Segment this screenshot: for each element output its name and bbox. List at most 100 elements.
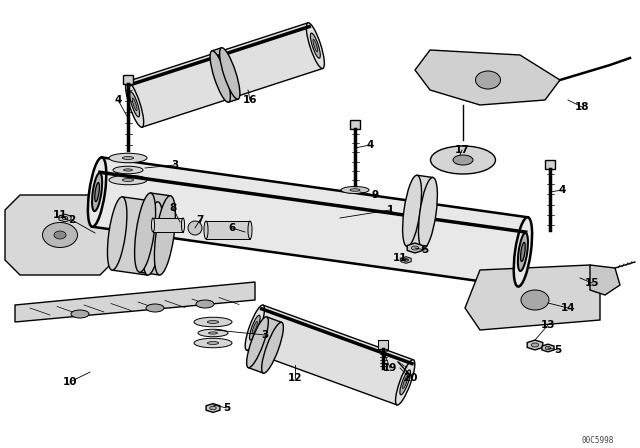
Polygon shape bbox=[206, 404, 220, 413]
Text: 10: 10 bbox=[63, 377, 77, 387]
Ellipse shape bbox=[194, 317, 232, 327]
Ellipse shape bbox=[207, 341, 219, 345]
Polygon shape bbox=[212, 48, 238, 102]
Text: 5: 5 bbox=[554, 345, 562, 355]
Ellipse shape bbox=[518, 233, 528, 271]
Text: 3: 3 bbox=[172, 160, 179, 170]
Ellipse shape bbox=[130, 92, 140, 117]
Text: 00C5998: 00C5998 bbox=[582, 435, 614, 444]
Ellipse shape bbox=[403, 376, 408, 388]
Ellipse shape bbox=[188, 221, 202, 235]
Ellipse shape bbox=[310, 33, 320, 58]
Ellipse shape bbox=[220, 47, 240, 99]
Ellipse shape bbox=[350, 189, 360, 191]
Text: 5: 5 bbox=[223, 403, 230, 413]
Polygon shape bbox=[127, 23, 323, 127]
Ellipse shape bbox=[71, 310, 89, 318]
Ellipse shape bbox=[124, 169, 132, 171]
Ellipse shape bbox=[514, 217, 532, 287]
Polygon shape bbox=[15, 282, 255, 322]
Polygon shape bbox=[407, 175, 433, 249]
Polygon shape bbox=[246, 305, 413, 405]
Polygon shape bbox=[527, 340, 543, 350]
Ellipse shape bbox=[396, 360, 415, 405]
Text: 2: 2 bbox=[68, 215, 76, 225]
Ellipse shape bbox=[122, 179, 134, 181]
Ellipse shape bbox=[113, 166, 143, 174]
Text: 8: 8 bbox=[170, 203, 177, 213]
Text: 15: 15 bbox=[585, 278, 599, 288]
Ellipse shape bbox=[545, 346, 551, 349]
Text: 13: 13 bbox=[541, 320, 556, 330]
Ellipse shape bbox=[204, 221, 208, 239]
Ellipse shape bbox=[181, 218, 184, 232]
Polygon shape bbox=[248, 317, 282, 373]
Text: 3: 3 bbox=[261, 330, 269, 340]
Ellipse shape bbox=[92, 173, 102, 211]
Polygon shape bbox=[112, 197, 158, 275]
Polygon shape bbox=[350, 120, 360, 129]
Ellipse shape bbox=[252, 321, 257, 334]
Ellipse shape bbox=[419, 177, 437, 249]
Ellipse shape bbox=[245, 305, 264, 350]
Ellipse shape bbox=[307, 23, 324, 69]
Ellipse shape bbox=[198, 329, 228, 337]
Polygon shape bbox=[153, 218, 183, 232]
Ellipse shape bbox=[122, 156, 134, 159]
Ellipse shape bbox=[95, 182, 99, 202]
Ellipse shape bbox=[54, 231, 66, 239]
Polygon shape bbox=[92, 157, 528, 287]
Polygon shape bbox=[542, 344, 554, 352]
Text: 4: 4 bbox=[115, 95, 122, 105]
Text: 6: 6 bbox=[228, 223, 236, 233]
Ellipse shape bbox=[134, 193, 156, 272]
Polygon shape bbox=[590, 265, 620, 295]
Ellipse shape bbox=[88, 157, 106, 227]
Polygon shape bbox=[5, 195, 115, 275]
Ellipse shape bbox=[403, 175, 422, 246]
Ellipse shape bbox=[125, 82, 143, 127]
Text: 19: 19 bbox=[383, 363, 397, 373]
Ellipse shape bbox=[431, 146, 495, 174]
Ellipse shape bbox=[146, 304, 164, 312]
Ellipse shape bbox=[109, 153, 147, 163]
Polygon shape bbox=[140, 193, 170, 275]
Text: 18: 18 bbox=[575, 102, 589, 112]
Ellipse shape bbox=[209, 332, 218, 334]
Ellipse shape bbox=[194, 338, 232, 348]
Ellipse shape bbox=[521, 290, 549, 310]
Ellipse shape bbox=[404, 258, 408, 261]
Text: 14: 14 bbox=[561, 303, 575, 313]
Polygon shape bbox=[206, 221, 250, 239]
Text: 9: 9 bbox=[371, 190, 379, 200]
Ellipse shape bbox=[132, 98, 137, 111]
Polygon shape bbox=[378, 340, 388, 349]
Ellipse shape bbox=[210, 406, 216, 410]
Polygon shape bbox=[407, 243, 423, 253]
Text: 5: 5 bbox=[421, 245, 429, 255]
Ellipse shape bbox=[453, 155, 473, 165]
Ellipse shape bbox=[152, 218, 155, 232]
Text: 20: 20 bbox=[403, 373, 417, 383]
Text: 11: 11 bbox=[393, 253, 407, 263]
Ellipse shape bbox=[250, 315, 260, 340]
Ellipse shape bbox=[400, 370, 410, 395]
Polygon shape bbox=[415, 50, 560, 105]
Ellipse shape bbox=[196, 300, 214, 308]
Ellipse shape bbox=[246, 317, 268, 368]
Text: 16: 16 bbox=[243, 95, 257, 105]
Ellipse shape bbox=[412, 246, 419, 250]
Text: 4: 4 bbox=[558, 185, 566, 195]
Ellipse shape bbox=[207, 321, 219, 323]
Ellipse shape bbox=[341, 186, 369, 194]
Ellipse shape bbox=[262, 322, 284, 373]
Polygon shape bbox=[59, 214, 71, 222]
Text: 12: 12 bbox=[288, 373, 302, 383]
Ellipse shape bbox=[520, 242, 525, 262]
Text: 7: 7 bbox=[196, 215, 204, 225]
Ellipse shape bbox=[62, 216, 68, 220]
Ellipse shape bbox=[210, 51, 230, 102]
Polygon shape bbox=[545, 160, 555, 169]
Polygon shape bbox=[123, 75, 133, 84]
Ellipse shape bbox=[42, 223, 77, 247]
